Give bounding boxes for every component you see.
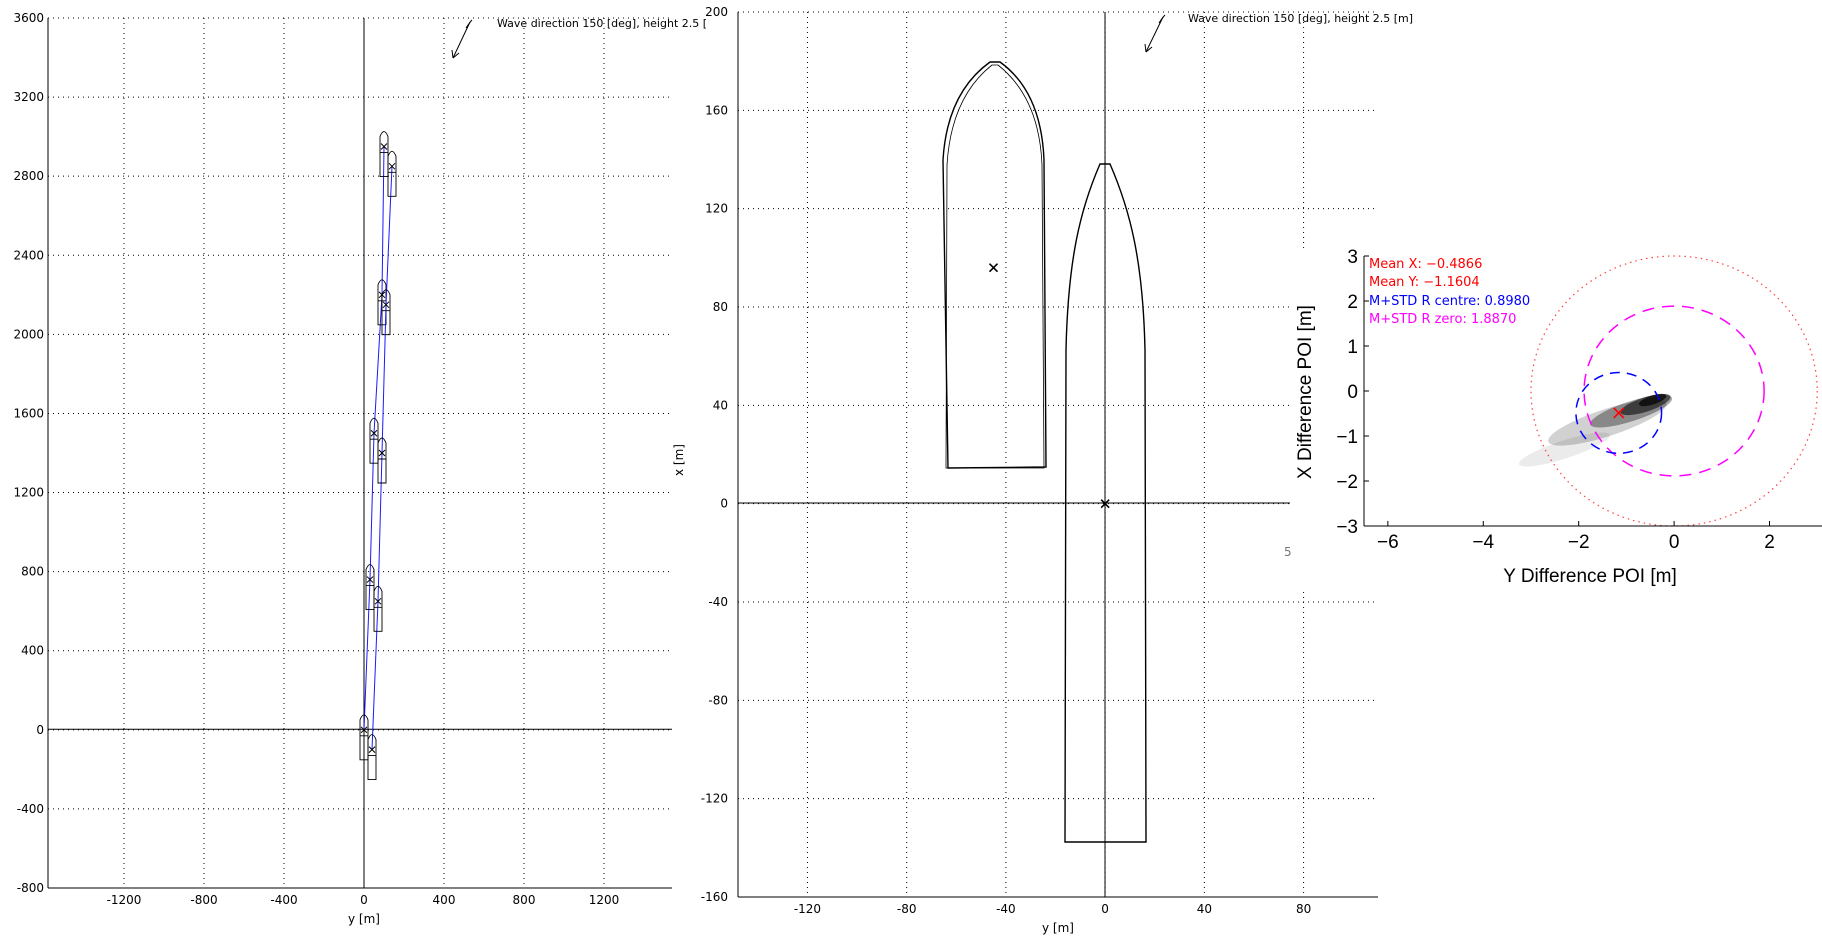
p3-legend-r-zero: M+STD R zero: 1.8870 <box>1369 312 1516 327</box>
p1-y-tick-label: 1600 <box>13 406 44 420</box>
p3-r-zero-circle <box>1583 305 1765 477</box>
p3-y-tick-label: 3 <box>1347 247 1358 268</box>
p2-y-tick-labels: -160 -120 -80 -40 0 40 80 120 160 200 <box>701 5 728 904</box>
p1-trajectory-series <box>359 131 397 781</box>
p2-x-axis-label: y [m] <box>1042 921 1074 935</box>
p3-outer-circle <box>1530 255 1818 527</box>
p1-wave-arrow-icon <box>451 19 473 59</box>
p3-y-axis-label: X Difference POI [m] <box>1295 305 1316 479</box>
p1-vessel-marker <box>377 437 387 484</box>
p2-y-tick-label: 0 <box>720 497 728 511</box>
p1-y-tick-label: 3600 <box>13 11 44 25</box>
p1-wave-annotation: Wave direction 150 [deg], height 2.5 [ <box>497 17 707 30</box>
p1-y-tick-label: 800 <box>21 565 44 579</box>
p1-x-tick-labels: -1200 -800 -400 0 400 800 1200 <box>107 893 620 907</box>
p3-legend-mean-y: Mean Y: −1.1604 <box>1369 275 1480 290</box>
p2-x-tick-label: 40 <box>1197 902 1212 916</box>
poi-difference-chart: −6 −4 −2 0 2 −3 −2 −1 0 1 2 3 Mean X: −0.4866 Mean… <box>1290 247 1822 590</box>
p2-position-marker <box>988 263 999 273</box>
p1-x-tick-label: -800 <box>190 893 217 907</box>
p3-y-tick-label: −1 <box>1336 427 1358 448</box>
p3-y-tick-label: 2 <box>1347 292 1358 313</box>
p2-x-tick-label: -80 <box>897 902 917 916</box>
p2-x-tick-label: 0 <box>1101 902 1109 916</box>
p2-y-tick-label: -40 <box>708 595 728 609</box>
p1-x-tick-label: 400 <box>433 893 456 907</box>
p1-y-tick-label: 3200 <box>13 90 44 104</box>
p2-gridlines <box>738 11 1378 898</box>
p3-x-tick-label: −4 <box>1472 532 1494 553</box>
p1-y-tick-label: 400 <box>21 644 44 658</box>
p2-wave-annotation: Wave direction 150 [deg], height 2.5 [m] <box>1188 12 1413 25</box>
p3-legend-mean-x: Mean X: −0.4866 <box>1369 257 1482 272</box>
p3-x-tick-label: −6 <box>1377 532 1399 553</box>
p3-y-tick-label: −2 <box>1336 472 1358 493</box>
p2-y-tick-label: -120 <box>701 792 728 806</box>
p3-scatter-cloud <box>1518 393 1673 467</box>
p3-legend: Mean X: −0.4866 Mean Y: −1.1604 M+STD R … <box>1369 257 1530 327</box>
p3-x-axis-label: Y Difference POI [m] <box>1503 566 1677 587</box>
p1-y-tick-label: -800 <box>17 881 44 895</box>
p3-density-blob <box>1638 393 1667 407</box>
p3-density-blob <box>1518 432 1610 467</box>
p1-y-tick-label: -400 <box>17 802 44 816</box>
p2-y-axis-label: x [m] <box>672 444 686 476</box>
p1-x-tick-label: -1200 <box>107 893 142 907</box>
p1-y-tick-label: 1200 <box>13 486 44 500</box>
p3-x-tick-label: 2 <box>1764 532 1775 553</box>
p1-series-line <box>371 166 393 750</box>
p2-x-tick-label: -120 <box>794 902 821 916</box>
p2-y-tick-label: 160 <box>705 103 728 117</box>
p3-y-tick-labels: −3 −2 −1 0 1 2 3 <box>1336 247 1369 538</box>
p2-y-tick-label: 120 <box>705 202 728 216</box>
p2-y-tick-label: -80 <box>708 693 728 707</box>
p2-y-tick-label: -160 <box>701 890 728 904</box>
p1-y-tick-label: 2800 <box>13 169 44 183</box>
p3-r-centre-circle <box>1575 371 1663 455</box>
ship-right-outline <box>1064 163 1147 843</box>
p1-vessel-marker <box>367 734 377 781</box>
p2-x-tick-label: -40 <box>996 902 1016 916</box>
p3-x-tick-label: −2 <box>1568 532 1590 553</box>
stray-label: 5 <box>1284 545 1292 559</box>
p1-x-tick-label: 1200 <box>589 893 620 907</box>
p1-x-tick-label: 0 <box>360 893 368 907</box>
p3-x-tick-label: 0 <box>1669 532 1680 553</box>
p1-y-tick-label: 2400 <box>13 248 44 262</box>
p1-y-tick-label: 0 <box>36 723 44 737</box>
p2-y-tick-label: 200 <box>705 5 728 19</box>
p3-y-tick-label: 1 <box>1347 337 1358 358</box>
p2-x-tick-label: 80 <box>1296 902 1311 916</box>
trajectory-chart: -1200 -800 -400 0 400 800 1200 -800 -400 0 400 800… <box>13 11 707 926</box>
p1-y-tick-labels: -800 -400 0 400 800 1200 1600 2000 2400 2800 3200 3… <box>13 11 44 895</box>
p2-y-tick-label: 80 <box>713 300 728 314</box>
p1-gridlines <box>48 17 672 889</box>
p2-x-tick-labels: -120 -80 -40 0 40 80 <box>794 902 1311 916</box>
p1-x-tick-label: 800 <box>513 893 536 907</box>
p1-vessel-marker <box>381 289 391 336</box>
p2-position-marker <box>1100 499 1110 509</box>
p2-wave-arrow-icon <box>1144 14 1166 53</box>
p2-y-tick-label: 40 <box>713 398 728 412</box>
p3-density-blob <box>1548 399 1667 446</box>
p2-markers <box>988 263 1110 509</box>
p1-vessel-marker <box>373 585 383 632</box>
p3-y-tick-label: 0 <box>1347 382 1358 403</box>
p1-y-tick-label: 2000 <box>13 327 44 341</box>
p3-y-tick-label: −3 <box>1336 517 1358 538</box>
p1-x-axis-label: y [m] <box>348 912 380 926</box>
p3-legend-r-centre: M+STD R centre: 0.8980 <box>1369 294 1530 309</box>
p1-vessel-marker <box>387 150 397 197</box>
p3-x-tick-labels: −6 −4 −2 0 2 <box>1377 521 1775 553</box>
p3-std-circles <box>1530 255 1818 527</box>
p1-x-tick-label: -400 <box>270 893 297 907</box>
vessel-outline-chart: -120 -80 -40 0 40 80 -160-120-80-400408012016… <box>672 5 1413 935</box>
ship-left-outline <box>942 61 1047 469</box>
p3-mean-marker <box>1613 407 1625 419</box>
